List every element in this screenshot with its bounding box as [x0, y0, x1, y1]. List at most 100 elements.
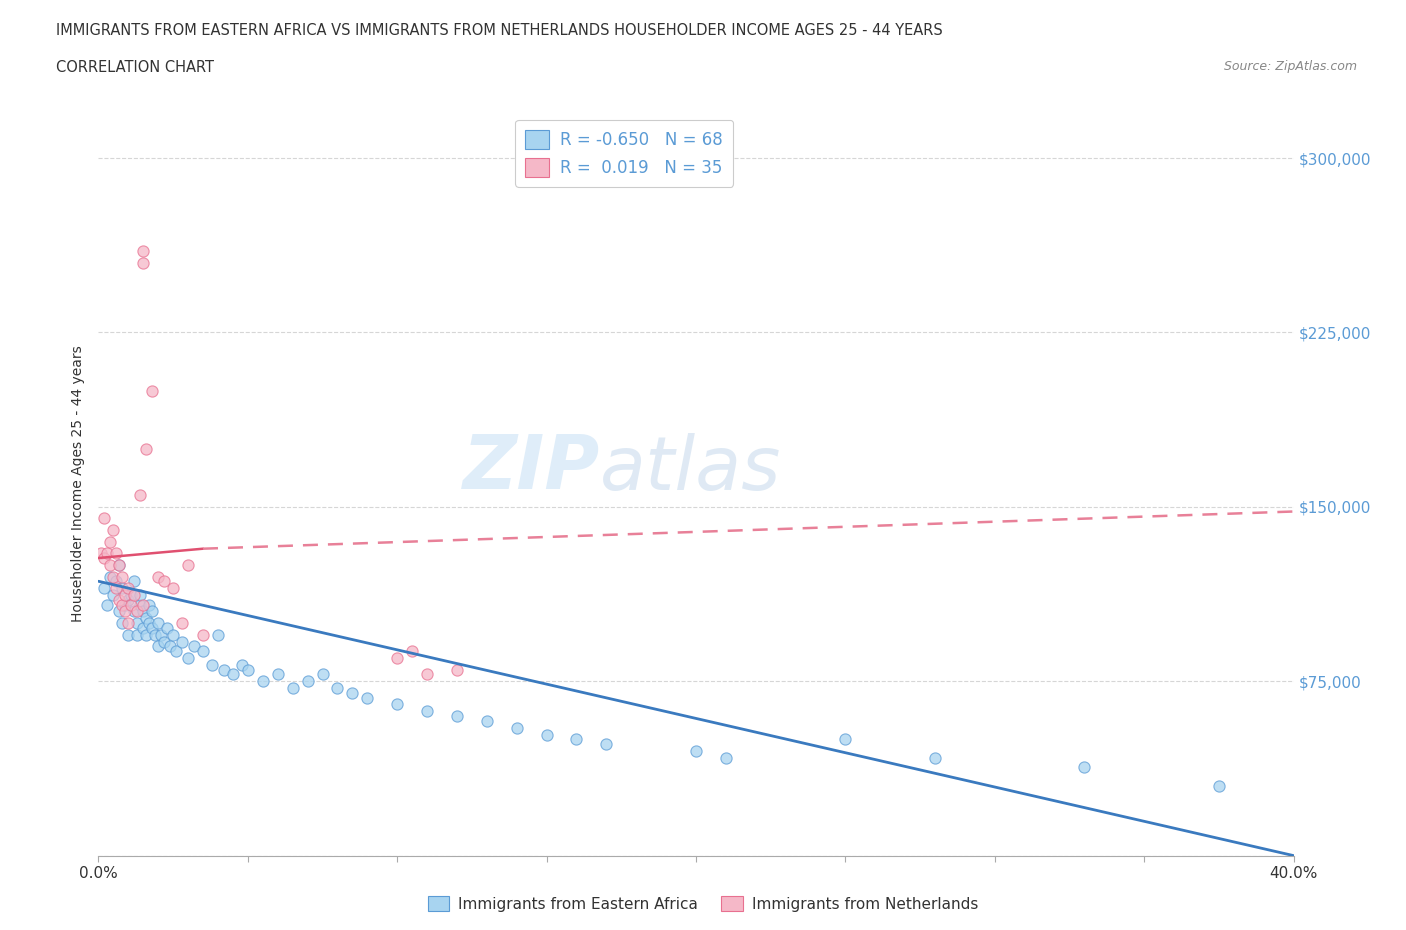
Point — [108, 604, 131, 619]
Point — [536, 727, 558, 742]
Point — [117, 592, 139, 607]
Point — [326, 681, 349, 696]
Point — [297, 673, 319, 688]
Point — [172, 616, 194, 631]
Point — [207, 628, 229, 643]
Point — [132, 597, 155, 612]
Point — [156, 620, 179, 635]
Point — [120, 597, 142, 612]
Point — [108, 558, 131, 573]
Text: atlas: atlas — [600, 432, 782, 505]
Point — [201, 658, 224, 672]
Point — [124, 604, 146, 619]
Point — [93, 580, 115, 596]
Point — [117, 628, 139, 643]
Point — [129, 588, 152, 603]
Point — [127, 616, 149, 631]
Point — [385, 651, 409, 666]
Point — [141, 620, 163, 635]
Point — [96, 546, 118, 561]
Point — [108, 592, 131, 607]
Legend: R = -0.650   N = 68, R =  0.019   N = 35: R = -0.650 N = 68, R = 0.019 N = 35 — [516, 120, 733, 187]
Point — [135, 628, 157, 643]
Point — [148, 569, 170, 584]
Point — [165, 644, 187, 658]
Point — [148, 616, 170, 631]
Point — [565, 732, 588, 747]
Text: CORRELATION CHART: CORRELATION CHART — [56, 60, 214, 75]
Point — [129, 597, 152, 612]
Text: IMMIGRANTS FROM EASTERN AFRICA VS IMMIGRANTS FROM NETHERLANDS HOUSEHOLDER INCOME: IMMIGRANTS FROM EASTERN AFRICA VS IMMIGR… — [56, 23, 943, 38]
Point — [129, 487, 152, 502]
Point — [212, 662, 235, 677]
Point — [120, 588, 142, 603]
Point — [141, 604, 163, 619]
Point — [105, 580, 128, 596]
Point — [141, 383, 163, 398]
Point — [103, 523, 125, 538]
Point — [117, 580, 139, 596]
Point — [143, 628, 166, 643]
Point — [114, 588, 136, 603]
Point — [132, 255, 155, 270]
Point — [127, 628, 149, 643]
Point — [475, 713, 498, 728]
Point — [98, 569, 122, 584]
Point — [93, 551, 115, 565]
Point — [135, 611, 157, 626]
Point — [127, 604, 149, 619]
Point — [132, 244, 155, 259]
Point — [834, 732, 856, 747]
Point — [162, 628, 184, 643]
Point — [98, 558, 122, 573]
Point — [177, 558, 200, 573]
Point — [416, 667, 439, 682]
Point — [103, 569, 125, 584]
Point — [111, 569, 134, 584]
Point — [153, 634, 176, 649]
Point — [356, 690, 378, 705]
Point — [714, 751, 737, 765]
Text: ZIP: ZIP — [463, 432, 600, 505]
Y-axis label: Householder Income Ages 25 - 44 years: Householder Income Ages 25 - 44 years — [72, 345, 86, 622]
Point — [252, 673, 274, 688]
Point — [90, 546, 112, 561]
Point — [416, 704, 439, 719]
Point — [162, 580, 184, 596]
Point — [159, 639, 181, 654]
Point — [124, 588, 146, 603]
Point — [148, 639, 170, 654]
Point — [117, 616, 139, 631]
Point — [135, 442, 157, 457]
Point — [236, 662, 259, 677]
Point — [401, 644, 423, 658]
Point — [108, 558, 131, 573]
Point — [446, 709, 468, 724]
Point — [924, 751, 946, 765]
Point — [138, 597, 160, 612]
Point — [111, 616, 134, 631]
Point — [685, 744, 707, 759]
Point — [267, 667, 290, 682]
Point — [111, 597, 134, 612]
Point — [222, 667, 245, 682]
Point — [153, 574, 176, 589]
Point — [191, 628, 214, 643]
Point — [93, 512, 115, 526]
Point — [446, 662, 468, 677]
Point — [132, 620, 155, 635]
Point — [105, 574, 128, 589]
Point — [311, 667, 333, 682]
Point — [595, 737, 617, 751]
Point — [172, 634, 194, 649]
Point — [132, 604, 155, 619]
Point — [231, 658, 253, 672]
Point — [1073, 760, 1095, 775]
Point — [138, 616, 160, 631]
Point — [150, 628, 173, 643]
Point — [342, 685, 364, 700]
Point — [191, 644, 214, 658]
Legend: Immigrants from Eastern Africa, Immigrants from Netherlands: Immigrants from Eastern Africa, Immigran… — [422, 889, 984, 918]
Point — [111, 580, 134, 596]
Point — [103, 588, 125, 603]
